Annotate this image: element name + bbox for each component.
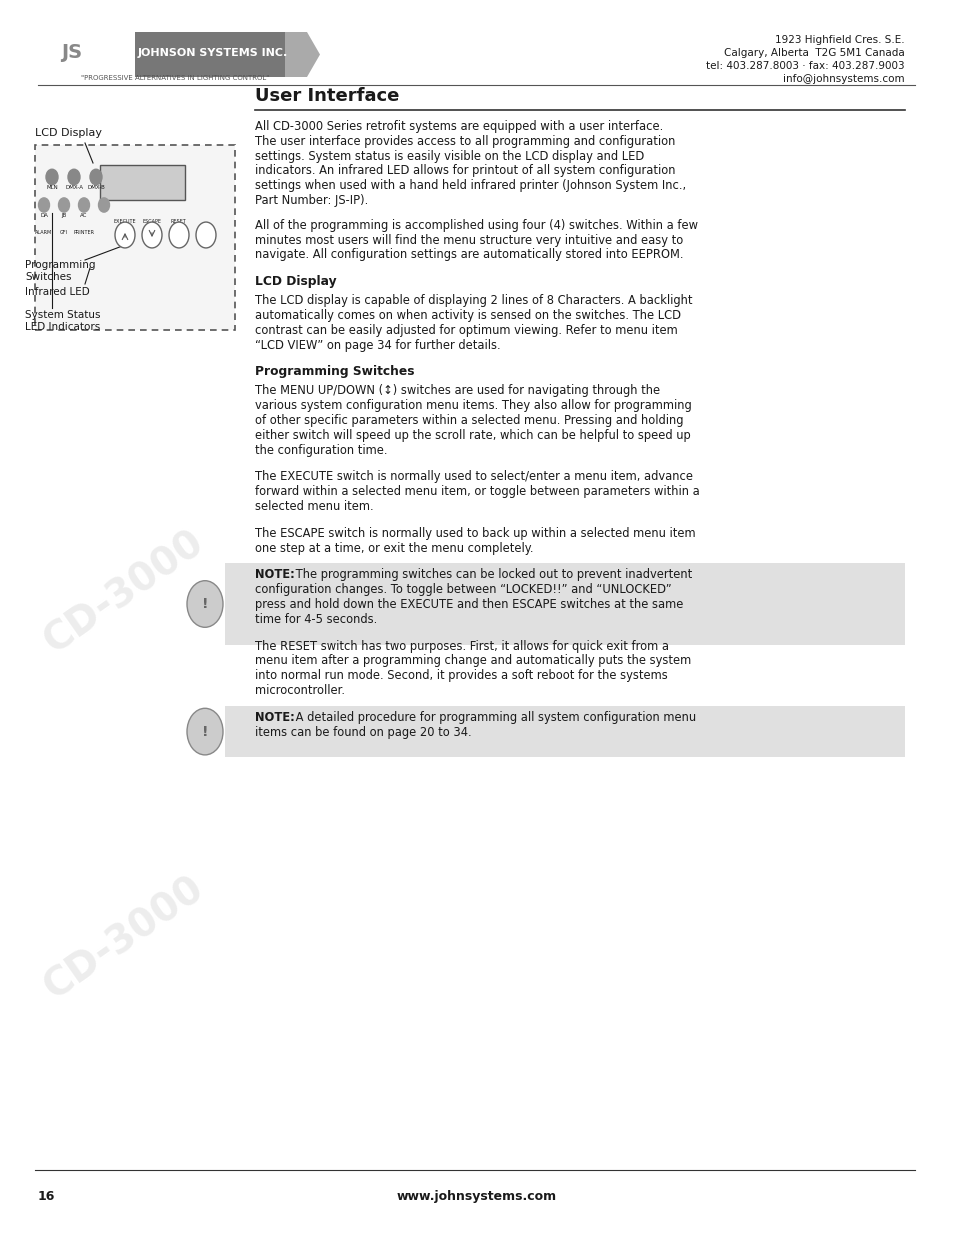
Text: DMX-B: DMX-B: [87, 185, 105, 190]
Text: The EXECUTE switch is normally used to select/enter a menu item, advance: The EXECUTE switch is normally used to s…: [254, 471, 692, 483]
Text: press and hold down the EXECUTE and then ESCAPE switches at the same: press and hold down the EXECUTE and then…: [254, 598, 682, 611]
Text: contrast can be easily adjusted for optimum viewing. Refer to menu item: contrast can be easily adjusted for opti…: [254, 324, 677, 337]
Text: Programming
Switches: Programming Switches: [25, 261, 95, 282]
Text: The LCD display is capable of displaying 2 lines of 8 Characters. A backlight: The LCD display is capable of displaying…: [254, 294, 692, 308]
Text: 16: 16: [38, 1191, 55, 1203]
Text: GFI: GFI: [60, 230, 68, 235]
Text: the configuration time.: the configuration time.: [254, 443, 387, 457]
Text: System Status
LED Indicators: System Status LED Indicators: [25, 310, 100, 332]
Polygon shape: [285, 32, 319, 77]
Text: ALARM: ALARM: [35, 230, 52, 235]
Text: menu item after a programming change and automatically puts the system: menu item after a programming change and…: [254, 655, 691, 667]
Circle shape: [195, 222, 215, 248]
Text: DA: DA: [40, 212, 48, 219]
Text: RESET: RESET: [170, 219, 186, 224]
Text: into normal run mode. Second, it provides a soft reboot for the systems: into normal run mode. Second, it provide…: [254, 669, 667, 682]
Circle shape: [187, 580, 223, 627]
Text: All CD-3000 Series retrofit systems are equipped with a user interface.: All CD-3000 Series retrofit systems are …: [254, 120, 662, 133]
Circle shape: [187, 709, 223, 755]
Text: automatically comes on when activity is sensed on the switches. The LCD: automatically comes on when activity is …: [254, 309, 680, 322]
Text: various system configuration menu items. They also allow for programming: various system configuration menu items.…: [254, 399, 691, 412]
Text: !: !: [201, 597, 208, 611]
Text: selected menu item.: selected menu item.: [254, 500, 374, 513]
Text: All of the programming is accomplished using four (4) switches. Within a few: All of the programming is accomplished u…: [254, 219, 698, 232]
Text: microcontroller.: microcontroller.: [254, 684, 345, 697]
Text: navigate. All configuration settings are automatically stored into EEPROM.: navigate. All configuration settings are…: [254, 248, 682, 262]
Text: www.johnsystems.com: www.johnsystems.com: [396, 1191, 557, 1203]
Text: JOHNSON SYSTEMS INC.: JOHNSON SYSTEMS INC.: [138, 48, 288, 58]
Text: !: !: [201, 725, 208, 739]
Text: info@johnsystems.com: info@johnsystems.com: [782, 74, 904, 84]
Text: CD-3000: CD-3000: [37, 869, 211, 1008]
Text: either switch will speed up the scroll rate, which can be helpful to speed up: either switch will speed up the scroll r…: [254, 429, 690, 442]
Text: items can be found on page 20 to 34.: items can be found on page 20 to 34.: [254, 726, 471, 739]
FancyBboxPatch shape: [225, 563, 904, 645]
Text: EXECUTE: EXECUTE: [113, 219, 136, 224]
Text: 1923 Highfield Cres. S.E.: 1923 Highfield Cres. S.E.: [775, 35, 904, 44]
Text: indicators. An infrared LED allows for printout of all system configuration: indicators. An infrared LED allows for p…: [254, 164, 675, 178]
Circle shape: [68, 169, 80, 185]
Text: ESCAPE: ESCAPE: [142, 219, 161, 224]
Circle shape: [46, 169, 58, 185]
Text: The user interface provides access to all programming and configuration: The user interface provides access to al…: [254, 135, 675, 148]
Text: of other specific parameters within a selected menu. Pressing and holding: of other specific parameters within a se…: [254, 414, 682, 427]
Text: Part Number: JS-IP).: Part Number: JS-IP).: [254, 194, 368, 207]
Text: "PROGRESSIVE ALTERNATIVES IN LIGHTING CONTROL": "PROGRESSIVE ALTERNATIVES IN LIGHTING CO…: [81, 75, 269, 82]
Text: LCD Display: LCD Display: [35, 128, 102, 138]
Text: settings when used with a hand held infrared printer (Johnson System Inc.,: settings when used with a hand held infr…: [254, 179, 685, 193]
Text: NOTE:: NOTE:: [254, 568, 294, 582]
Text: tel: 403.287.8003 · fax: 403.287.9003: tel: 403.287.8003 · fax: 403.287.9003: [705, 61, 904, 70]
Circle shape: [58, 198, 70, 212]
Text: LCD Display: LCD Display: [254, 275, 336, 288]
Text: The RESET switch has two purposes. First, it allows for quick exit from a: The RESET switch has two purposes. First…: [254, 640, 668, 652]
FancyBboxPatch shape: [225, 705, 904, 757]
Text: JS: JS: [61, 43, 83, 63]
Circle shape: [38, 198, 50, 212]
Text: Infrared LED: Infrared LED: [25, 287, 90, 296]
FancyBboxPatch shape: [135, 32, 290, 77]
FancyBboxPatch shape: [35, 144, 234, 330]
Text: The programming switches can be locked out to prevent inadvertent: The programming switches can be locked o…: [292, 568, 692, 582]
Text: time for 4-5 seconds.: time for 4-5 seconds.: [254, 613, 376, 626]
FancyBboxPatch shape: [100, 165, 185, 200]
Circle shape: [78, 198, 90, 212]
Circle shape: [90, 169, 102, 185]
Circle shape: [98, 198, 110, 212]
Circle shape: [115, 222, 135, 248]
Text: configuration changes. To toggle between “LOCKED!!” and “UNLOCKED”: configuration changes. To toggle between…: [254, 583, 671, 597]
Text: JB: JB: [61, 212, 67, 219]
Text: forward within a selected menu item, or toggle between parameters within a: forward within a selected menu item, or …: [254, 485, 699, 498]
Text: CD-3000: CD-3000: [37, 524, 211, 662]
Text: MLN: MLN: [46, 185, 58, 190]
Text: The MENU UP/DOWN (↕) switches are used for navigating through the: The MENU UP/DOWN (↕) switches are used f…: [254, 384, 659, 398]
Text: Programming Switches: Programming Switches: [254, 366, 414, 378]
Text: settings. System status is easily visible on the LCD display and LED: settings. System status is easily visibl…: [254, 149, 643, 163]
Text: minutes most users will find the menu structure very intuitive and easy to: minutes most users will find the menu st…: [254, 233, 682, 247]
Text: DMX-A: DMX-A: [65, 185, 83, 190]
Text: Calgary, Alberta  T2G 5M1 Canada: Calgary, Alberta T2G 5M1 Canada: [723, 48, 904, 58]
Text: NOTE:: NOTE:: [254, 711, 294, 724]
Text: one step at a time, or exit the menu completely.: one step at a time, or exit the menu com…: [254, 542, 533, 555]
Circle shape: [142, 222, 162, 248]
Text: AC: AC: [80, 212, 88, 219]
Text: A detailed procedure for programming all system configuration menu: A detailed procedure for programming all…: [292, 711, 696, 724]
Text: The ESCAPE switch is normally used to back up within a selected menu item: The ESCAPE switch is normally used to ba…: [254, 527, 695, 540]
Circle shape: [169, 222, 189, 248]
Text: User Interface: User Interface: [254, 86, 399, 105]
Text: “LCD VIEW” on page 34 for further details.: “LCD VIEW” on page 34 for further detail…: [254, 338, 500, 352]
Text: PRINTER: PRINTER: [73, 230, 94, 235]
